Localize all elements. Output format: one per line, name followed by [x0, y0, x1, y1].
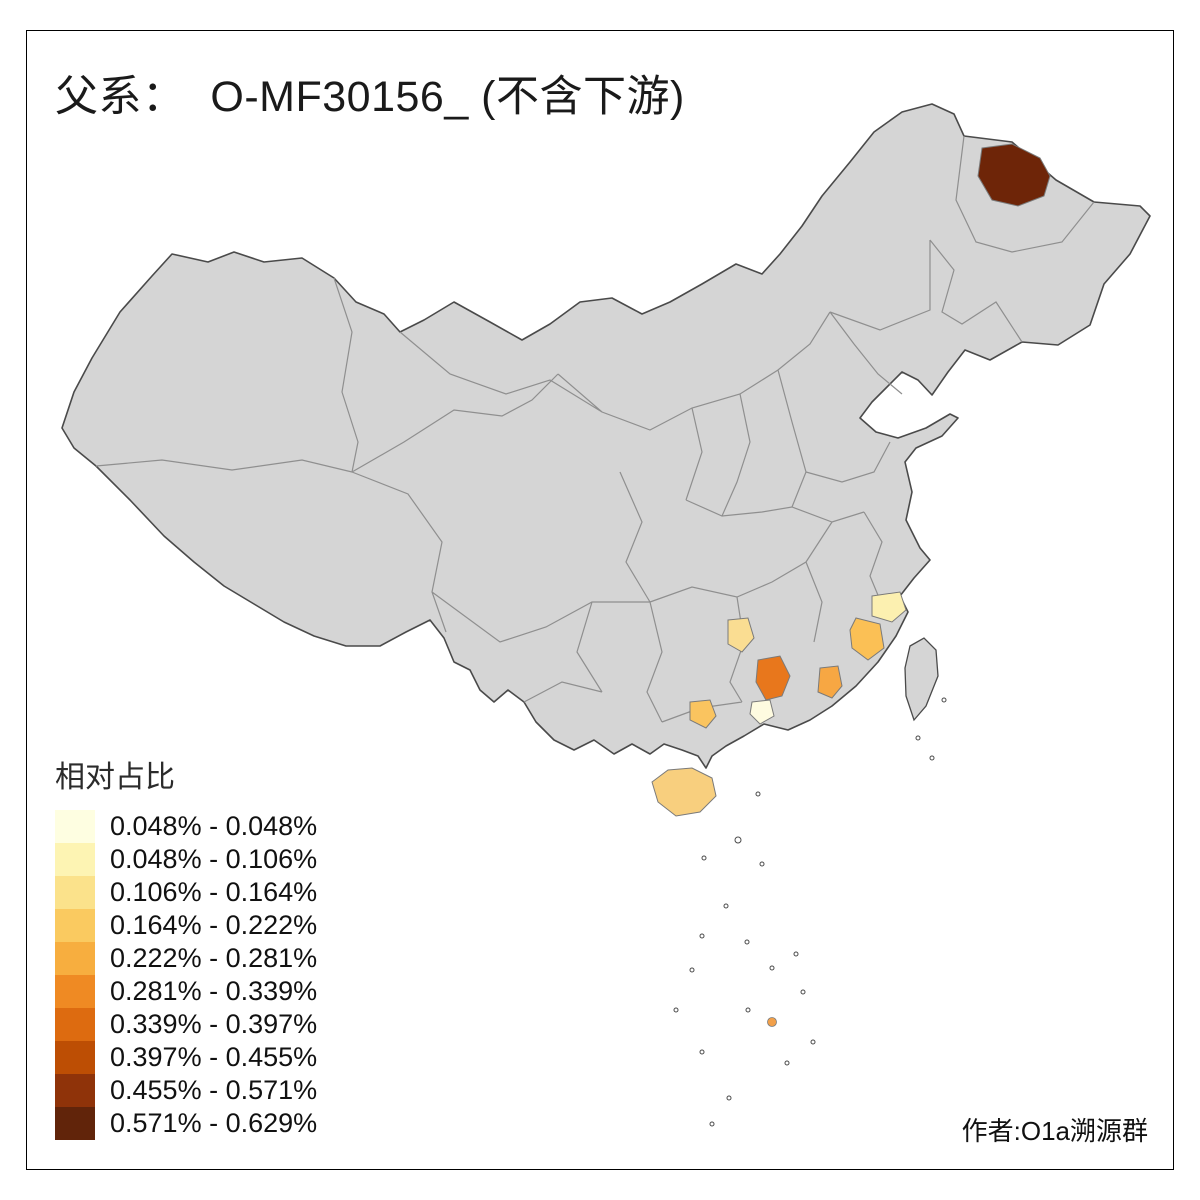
legend-swatch — [55, 1041, 95, 1074]
page-title: 父系： O-MF30156_ (不含下游) — [55, 73, 685, 121]
legend: 相对占比 0.048% - 0.048% 0.048% - 0.106% 0.1… — [55, 752, 317, 1140]
south-china-sea-islands — [673, 697, 947, 1127]
legend-title: 相对占比 — [55, 761, 175, 794]
province-borders — [95, 135, 1095, 723]
legend-row: 0.222% - 0.281% — [55, 942, 317, 975]
legend-row: 0.397% - 0.455% — [55, 1041, 317, 1074]
legend-label: 0.281% - 0.339% — [110, 976, 318, 1006]
legend-row: 0.048% - 0.048% — [55, 810, 317, 843]
legend-row: 0.571% - 0.629% — [55, 1107, 317, 1140]
region-hainan-island — [651, 767, 717, 817]
legend-label: 0.048% - 0.106% — [110, 844, 318, 874]
legend-row: 0.455% - 0.571% — [55, 1074, 317, 1107]
legend-swatch — [55, 1074, 95, 1107]
legend-label: 0.222% - 0.281% — [110, 943, 318, 973]
legend-label: 0.339% - 0.397% — [110, 1009, 318, 1039]
region-sea-islet — [767, 1017, 777, 1027]
legend-label: 0.048% - 0.048% — [110, 811, 318, 841]
legend-label: 0.106% - 0.164% — [110, 877, 318, 907]
region-guangxi-south — [689, 699, 717, 729]
legend-row: 0.339% - 0.397% — [55, 1008, 317, 1041]
region-pearl-river-delta — [755, 655, 791, 701]
legend-swatch — [55, 942, 95, 975]
china-mainland — [61, 103, 1151, 769]
legend-swatch — [55, 843, 95, 876]
region-fujian-south-coast — [817, 665, 843, 699]
legend-swatch — [55, 810, 95, 843]
region-heilongjiang-north — [977, 143, 1051, 207]
legend-swatch — [55, 1008, 95, 1041]
legend-row: 0.048% - 0.106% — [55, 843, 317, 876]
legend-label: 0.164% - 0.222% — [110, 910, 318, 940]
region-zhejiang-south-coast — [849, 617, 885, 661]
legend-row: 0.164% - 0.222% — [55, 909, 317, 942]
taiwan-island — [904, 637, 939, 722]
legend-label: 0.397% - 0.455% — [110, 1042, 318, 1072]
legend-label: 0.571% - 0.629% — [110, 1108, 318, 1138]
legend-swatch — [55, 876, 95, 909]
legend-row: 0.281% - 0.339% — [55, 975, 317, 1008]
region-zhejiang-north-coast — [871, 591, 907, 623]
legend-row: 0.106% - 0.164% — [55, 876, 317, 909]
legend-swatch — [55, 975, 95, 1008]
region-hunan-jiangxi-border — [727, 617, 755, 653]
region-west-of-delta — [749, 699, 775, 725]
attribution: 作者:O1a溯源群 — [961, 1116, 1148, 1146]
legend-swatch — [55, 1107, 95, 1140]
legend-label: 0.455% - 0.571% — [110, 1075, 318, 1105]
legend-swatch — [55, 909, 95, 942]
